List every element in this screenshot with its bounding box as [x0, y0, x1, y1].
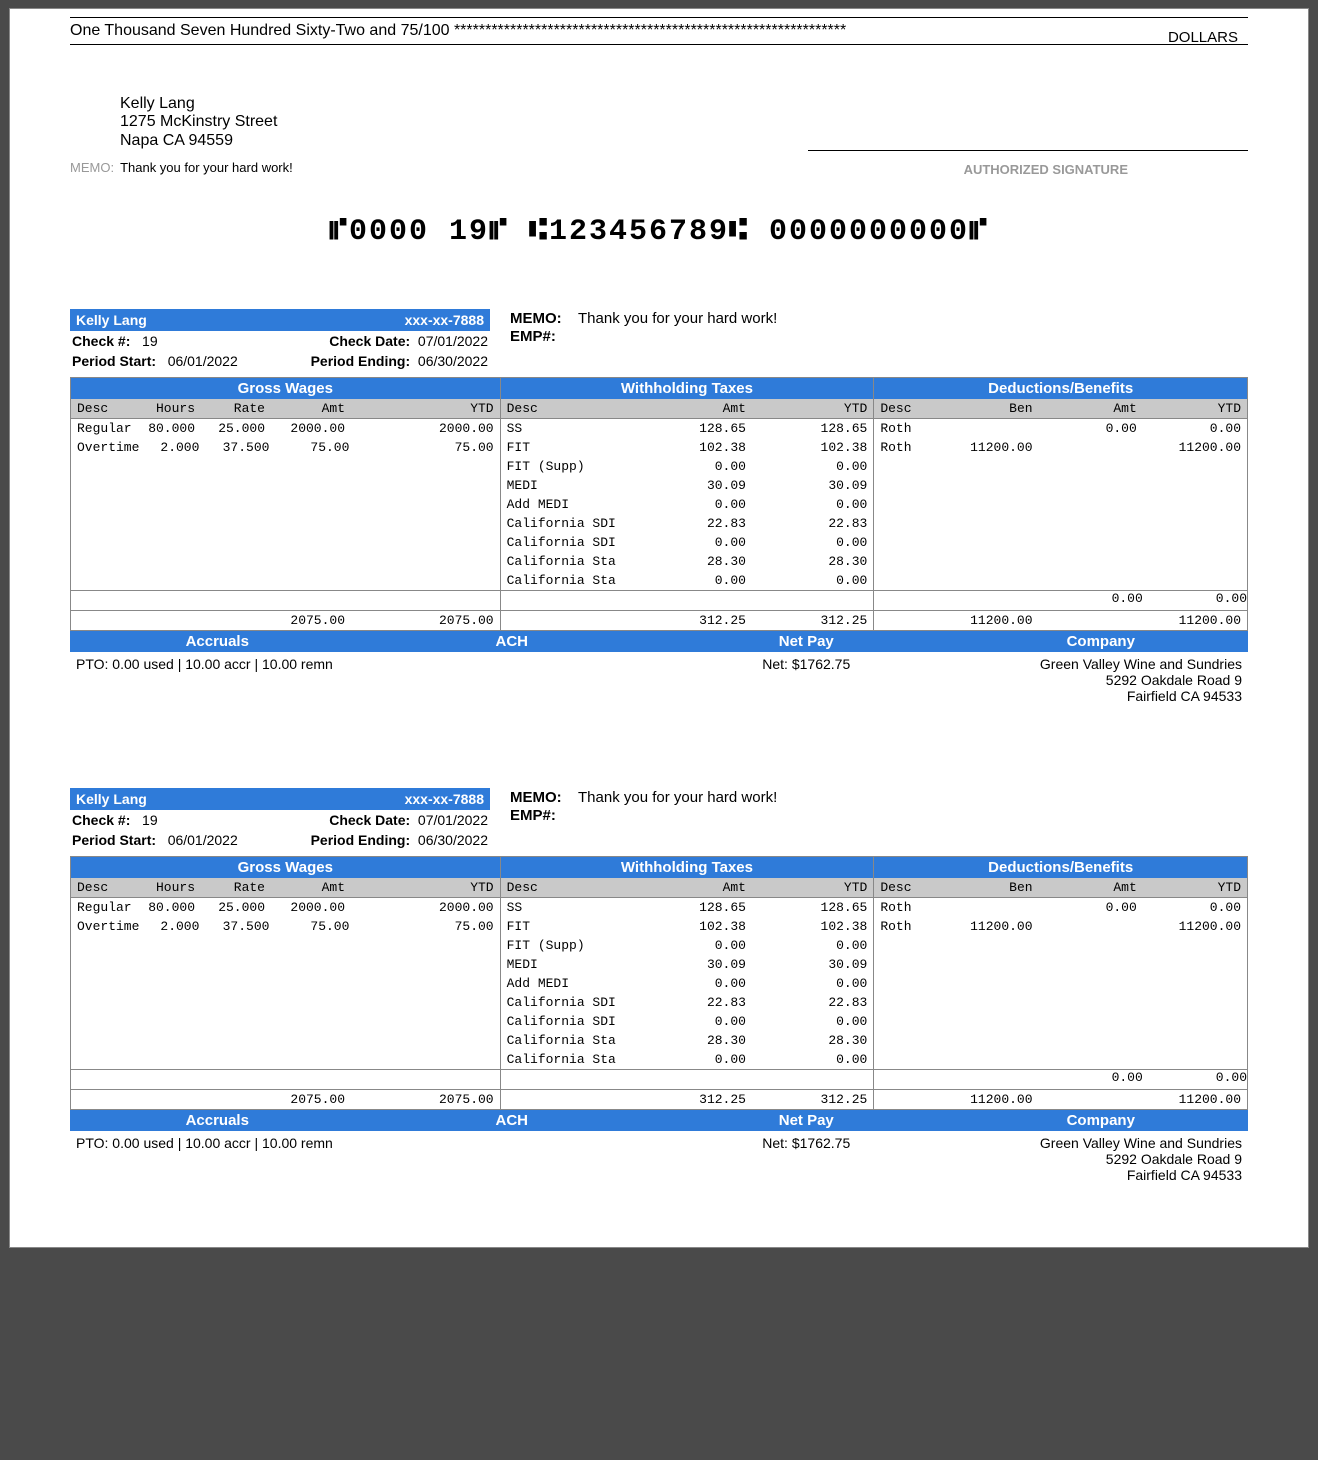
tax-row: MEDI30.0930.09: [501, 476, 874, 495]
tax-row: California SDI22.8322.83: [501, 514, 874, 533]
deductions-section: Deductions/Benefits Desc Ben Amt YTD Rot…: [873, 857, 1247, 1109]
signature-area: AUTHORIZED SIGNATURE: [70, 160, 1248, 190]
tax-row: FIT102.38102.38: [501, 438, 874, 457]
paystub-copy-1: Kelly Lang xxx-xx-7888 Check #: 19 Check…: [70, 309, 1248, 708]
dollars-label: DOLLARS: [1168, 29, 1238, 46]
stub-ssn: xxx-xx-7888: [405, 312, 484, 328]
gross-wages-section: Gross Wages Desc Hours Rate Amt YTD Regu…: [71, 857, 500, 1109]
tax-row: California Sta0.000.00: [501, 1050, 874, 1069]
stub-name: Kelly Lang: [76, 791, 147, 807]
tax-row: FIT (Supp)0.000.00: [501, 936, 874, 955]
tax-row: California Sta28.3028.30: [501, 1031, 874, 1050]
withholding-section: Withholding Taxes Desc Amt YTD SS128.651…: [500, 378, 874, 630]
tax-row: California Sta28.3028.30: [501, 552, 874, 571]
paystub-copy-2: Kelly Lang xxx-xx-7888 Check #: 19 Check…: [70, 788, 1248, 1187]
deduction-row: Roth11200.0011200.00: [874, 917, 1247, 936]
payee-name: Kelly Lang: [120, 95, 1248, 113]
deduction-row: Roth0.000.00: [874, 419, 1247, 438]
withholding-section: Withholding Taxes Desc Amt YTD SS128.651…: [500, 857, 874, 1109]
tax-row: California SDI0.000.00: [501, 1012, 874, 1031]
paystub-page: One Thousand Seven Hundred Sixty-Two and…: [9, 8, 1309, 1248]
tax-row: Add MEDI0.000.00: [501, 974, 874, 993]
tax-row: California SDI0.000.00: [501, 533, 874, 552]
payee-addr2: Napa CA 94559: [120, 132, 1248, 150]
netpay-section: Net Pay Net: $1762.75: [659, 631, 954, 708]
payee-addr1: 1275 McKinstry Street: [120, 113, 1248, 131]
stub-ssn: xxx-xx-7888: [405, 791, 484, 807]
company-section: Company Green Valley Wine and Sundries 5…: [954, 1110, 1249, 1187]
tax-row: MEDI30.0930.09: [501, 955, 874, 974]
deductions-section: Deductions/Benefits Desc Ben Amt YTD Rot…: [873, 378, 1247, 630]
tax-row: SS128.65128.65: [501, 898, 874, 917]
tax-row: California SDI22.8322.83: [501, 993, 874, 1012]
signature-label: AUTHORIZED SIGNATURE: [964, 162, 1128, 177]
tax-row: FIT (Supp)0.000.00: [501, 457, 874, 476]
deduction-row: Roth0.000.00: [874, 898, 1247, 917]
amount-line: One Thousand Seven Hundred Sixty-Two and…: [70, 17, 1248, 45]
tax-row: California Sta0.000.00: [501, 571, 874, 590]
company-section: Company Green Valley Wine and Sundries 5…: [954, 631, 1249, 708]
gross-wages-section: Gross Wages Desc Hours Rate Amt YTD Regu…: [71, 378, 500, 630]
ach-section: ACH: [365, 1110, 660, 1187]
stub-name: Kelly Lang: [76, 312, 147, 328]
tax-row: SS128.65128.65: [501, 419, 874, 438]
ach-section: ACH: [365, 631, 660, 708]
gross-row: Overtime2.00037.50075.0075.00: [71, 438, 500, 457]
tax-row: Add MEDI0.000.00: [501, 495, 874, 514]
gross-row: Regular80.00025.0002000.002000.00: [71, 419, 500, 438]
amount-in-words: One Thousand Seven Hundred Sixty-Two and…: [70, 22, 846, 40]
deduction-row: Roth11200.0011200.00: [874, 438, 1247, 457]
accruals-section: Accruals PTO: 0.00 used | 10.00 accr | 1…: [70, 631, 365, 708]
accruals-section: Accruals PTO: 0.00 used | 10.00 accr | 1…: [70, 1110, 365, 1187]
payee-block: Kelly Lang 1275 McKinstry Street Napa CA…: [120, 95, 1248, 150]
micr-line: ⑈0000 19⑈ ⑆123456789⑆ 0000000000⑈: [70, 215, 1248, 249]
gross-row: Overtime2.00037.50075.0075.00: [71, 917, 500, 936]
gross-row: Regular80.00025.0002000.002000.00: [71, 898, 500, 917]
netpay-section: Net Pay Net: $1762.75: [659, 1110, 954, 1187]
tax-row: FIT102.38102.38: [501, 917, 874, 936]
